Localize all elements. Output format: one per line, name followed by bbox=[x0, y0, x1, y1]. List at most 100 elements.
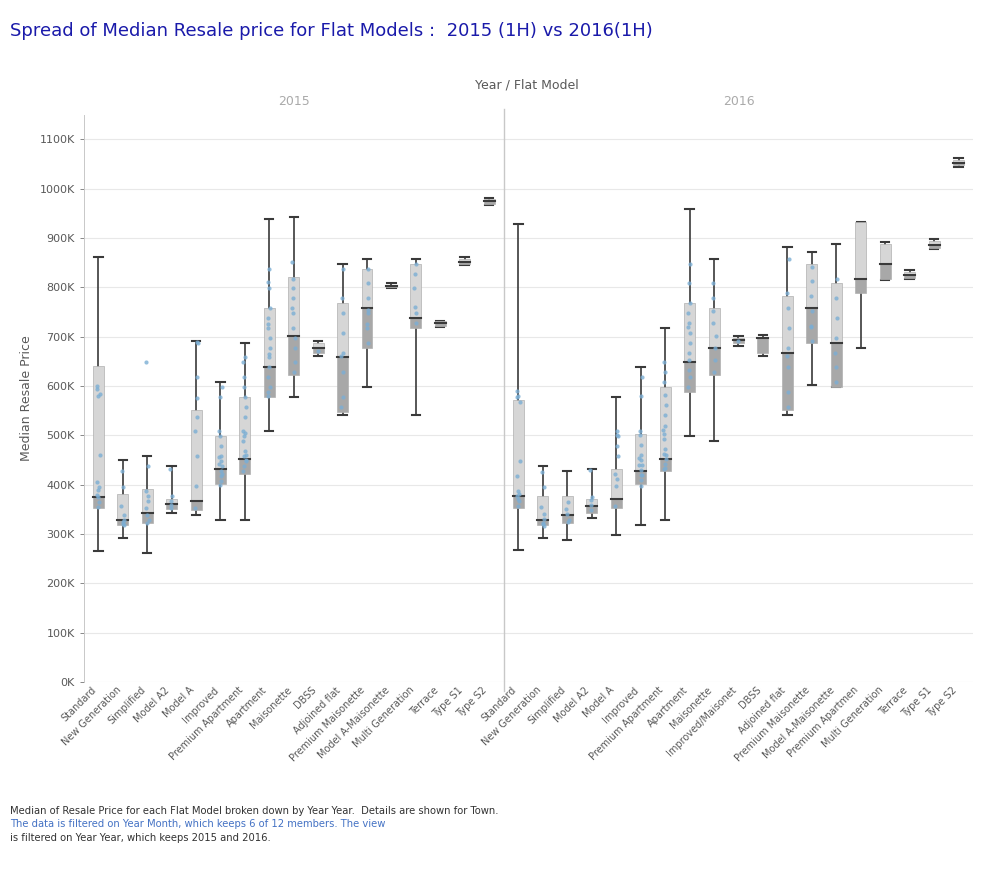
Bar bbox=[855, 279, 866, 294]
Point bbox=[285, 282, 300, 295]
Point bbox=[705, 276, 721, 290]
Point bbox=[92, 387, 107, 401]
Bar bbox=[289, 335, 299, 375]
Point bbox=[288, 341, 303, 355]
Point bbox=[237, 350, 253, 364]
Point bbox=[285, 302, 300, 315]
Point bbox=[114, 464, 130, 478]
Point bbox=[657, 457, 673, 471]
Point bbox=[261, 262, 277, 275]
Text: 2016: 2016 bbox=[723, 95, 755, 108]
Point bbox=[333, 348, 349, 362]
Point bbox=[510, 484, 526, 498]
Point bbox=[335, 262, 351, 275]
Bar bbox=[289, 276, 299, 335]
Point bbox=[260, 321, 276, 335]
Bar bbox=[782, 353, 793, 410]
Point bbox=[656, 375, 672, 389]
Point bbox=[656, 355, 672, 369]
Point bbox=[163, 494, 178, 507]
Point bbox=[559, 495, 575, 509]
Point bbox=[610, 429, 625, 443]
Point bbox=[409, 256, 425, 270]
Point bbox=[235, 449, 251, 463]
Point bbox=[583, 493, 599, 507]
Point bbox=[408, 316, 424, 330]
Point bbox=[407, 300, 423, 314]
Point bbox=[828, 375, 844, 389]
Point bbox=[164, 498, 179, 512]
Point bbox=[187, 425, 203, 439]
Bar bbox=[93, 367, 103, 497]
Point bbox=[804, 304, 820, 318]
Point bbox=[631, 428, 647, 442]
Point bbox=[360, 291, 375, 305]
Point bbox=[407, 282, 423, 295]
Point bbox=[262, 380, 278, 394]
Point bbox=[682, 346, 697, 360]
Point bbox=[163, 462, 178, 476]
Point bbox=[633, 448, 649, 462]
Bar bbox=[782, 296, 793, 353]
Point bbox=[213, 474, 229, 488]
Point bbox=[656, 422, 672, 436]
Point bbox=[804, 289, 820, 303]
Point bbox=[238, 448, 254, 462]
Point bbox=[164, 488, 179, 502]
Point bbox=[115, 481, 131, 494]
Point bbox=[260, 385, 276, 399]
Bar bbox=[807, 263, 818, 308]
Point bbox=[682, 335, 697, 349]
Point bbox=[90, 500, 105, 514]
Point bbox=[92, 481, 107, 494]
Point bbox=[510, 494, 526, 507]
Point bbox=[780, 361, 796, 375]
Point bbox=[189, 391, 205, 405]
Point bbox=[659, 398, 675, 412]
Point bbox=[658, 452, 674, 466]
Point bbox=[658, 388, 674, 402]
Point bbox=[212, 425, 228, 439]
Bar bbox=[611, 469, 622, 499]
Point bbox=[805, 275, 821, 289]
Bar bbox=[538, 495, 549, 521]
Point bbox=[211, 457, 227, 471]
Bar bbox=[513, 495, 524, 508]
Point bbox=[631, 423, 647, 437]
Point bbox=[657, 442, 673, 456]
Point bbox=[138, 484, 154, 498]
Point bbox=[138, 501, 154, 515]
Text: Year / Flat Model: Year / Flat Model bbox=[475, 78, 579, 91]
Point bbox=[705, 316, 721, 330]
Point bbox=[189, 410, 205, 424]
Bar bbox=[117, 521, 128, 525]
Bar bbox=[312, 342, 324, 348]
Point bbox=[829, 311, 845, 325]
Point bbox=[287, 355, 302, 369]
Point bbox=[656, 448, 672, 461]
Bar bbox=[561, 515, 573, 523]
Point bbox=[285, 321, 300, 335]
Point bbox=[286, 365, 301, 379]
Point bbox=[658, 448, 674, 462]
Point bbox=[285, 255, 300, 269]
Point bbox=[681, 320, 696, 334]
Point bbox=[781, 252, 797, 266]
Point bbox=[91, 389, 106, 403]
Point bbox=[560, 514, 576, 527]
Point bbox=[113, 499, 129, 513]
Bar bbox=[684, 303, 695, 362]
Bar bbox=[953, 163, 964, 165]
Point bbox=[682, 276, 697, 290]
Point bbox=[583, 498, 599, 512]
Point bbox=[214, 380, 230, 394]
Point bbox=[608, 499, 624, 513]
Point bbox=[827, 331, 843, 345]
Point bbox=[261, 347, 277, 361]
Point bbox=[535, 465, 551, 479]
Point bbox=[827, 291, 843, 305]
Point bbox=[237, 444, 253, 458]
Point bbox=[262, 302, 278, 315]
Bar bbox=[142, 488, 153, 514]
Point bbox=[361, 262, 376, 275]
